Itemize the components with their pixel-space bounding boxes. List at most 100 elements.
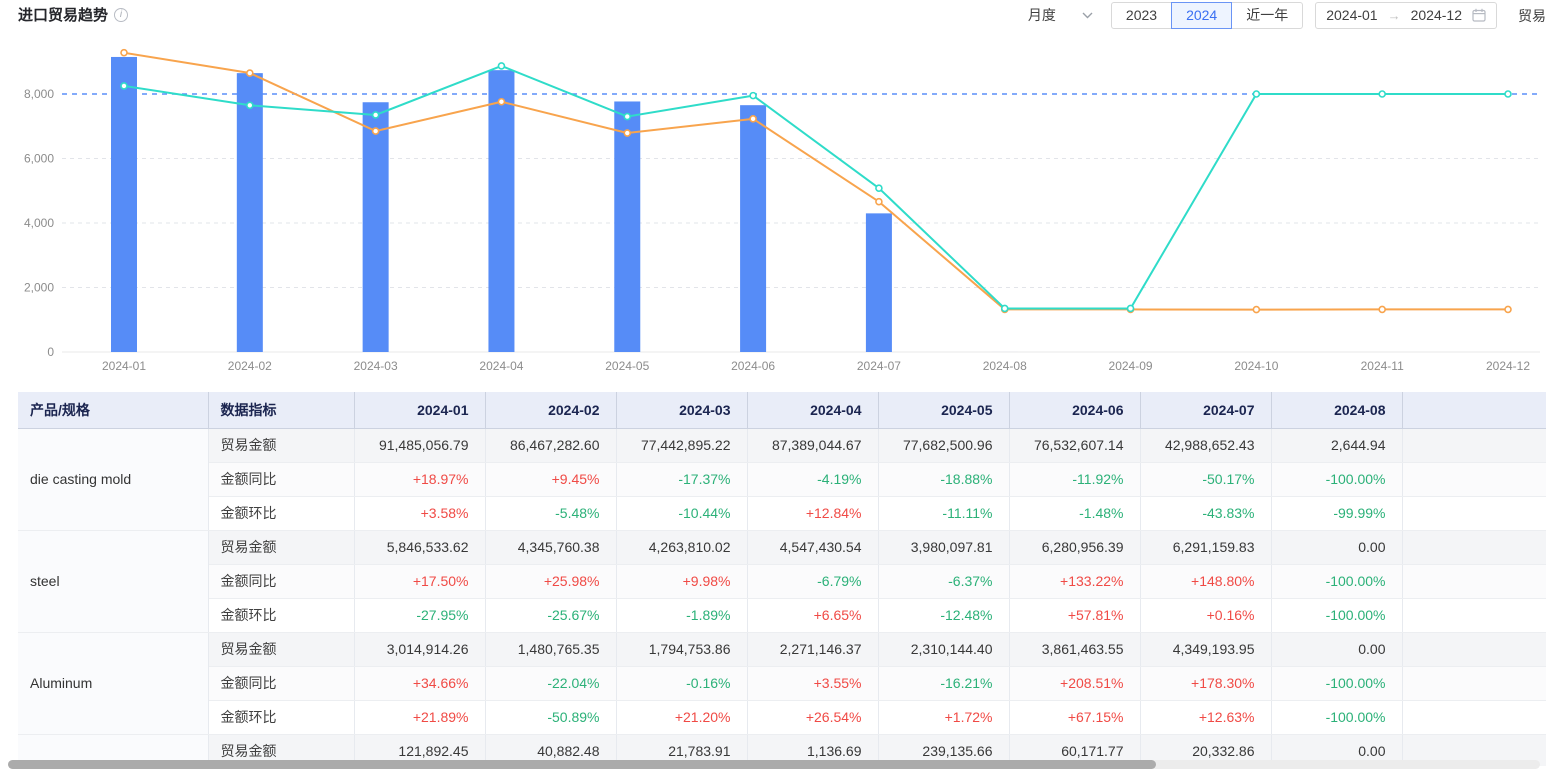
value-cell: -16.21%: [878, 666, 1010, 701]
data-point-marker: [1252, 90, 1261, 98]
col-header-month: 2024-05: [877, 392, 1010, 429]
value-cell: 77,682,500.96: [878, 428, 1010, 463]
value-cell: -1.48%: [1009, 496, 1141, 531]
svg-text:2024-05: 2024-05: [605, 359, 649, 373]
value-cell: -18.88%: [878, 462, 1010, 497]
metric-label-cell: 金额环比: [208, 700, 355, 735]
col-header-month: 2024-03: [615, 392, 748, 429]
value-cell: 4,263,810.02: [616, 530, 748, 565]
metric-label-cell: 贸易金额: [208, 530, 355, 565]
svg-text:2024-11: 2024-11: [1361, 359, 1404, 373]
value-cell: 3,861,463.55: [1009, 632, 1141, 667]
value-cell: 42,988,652.43: [1140, 428, 1272, 463]
value-cell: 0.00: [1271, 530, 1403, 565]
svg-text:2024-07: 2024-07: [857, 359, 901, 373]
value-cell: +3.55%: [747, 666, 879, 701]
value-cell: 86,467,282.60: [485, 428, 617, 463]
date-range-picker[interactable]: 2024-01 → 2024-12: [1315, 1, 1497, 29]
value-cell: 6,280,956.39: [1009, 530, 1141, 565]
value-cell: -50.17%: [1140, 462, 1272, 497]
col-header-product: 产品/规格: [18, 392, 209, 429]
product-name-cell: steel: [18, 530, 209, 633]
value-cell: 6,291,159.83: [1140, 530, 1272, 565]
scrollbar-thumb[interactable]: [8, 760, 1156, 769]
col-header-metric: 数据指标: [207, 392, 355, 429]
svg-text:2,000: 2,000: [24, 281, 54, 295]
svg-text:4,000: 4,000: [24, 216, 54, 230]
value-cell: +57.81%: [1009, 598, 1141, 633]
svg-text:2024-03: 2024-03: [354, 359, 398, 373]
value-cell: 4,345,760.38: [485, 530, 617, 565]
orange-line-series: [120, 48, 1512, 314]
value-cell: 3,014,914.26: [354, 632, 486, 667]
empty-cell: [1402, 496, 1546, 531]
value-cell: -27.95%: [354, 598, 486, 633]
value-cell: -25.67%: [485, 598, 617, 633]
table-row: steel 贸易金额 5,846,533.62 4,345,760.38 4,263,8…: [18, 530, 1546, 633]
info-icon[interactable]: i: [114, 7, 129, 22]
value-cell: +21.20%: [616, 700, 748, 735]
value-cell: -4.19%: [747, 462, 879, 497]
value-cell: -99.99%: [1271, 496, 1403, 531]
metric-label-cell: 金额环比: [208, 598, 355, 633]
value-cell: 3,980,097.81: [878, 530, 1010, 565]
period-select[interactable]: 月度: [1022, 5, 1099, 25]
horizontal-scrollbar[interactable]: [8, 760, 1540, 769]
data-point-marker: [246, 101, 254, 110]
svg-text:2024-01: 2024-01: [102, 359, 146, 373]
value-cell: -50.89%: [485, 700, 617, 735]
value-cell: +133.22%: [1009, 564, 1141, 599]
empty-cell: [1402, 700, 1546, 735]
table-row: 金额环比 +21.89% -50.89% +21.20% +26.54% +1.72% +6…: [18, 700, 1546, 735]
table-row: 金额环比 +3.58% -5.48% -10.44% +12.84% -11.11% -1.…: [18, 496, 1546, 531]
data-point-marker: [120, 48, 128, 57]
header-bar: 进口贸易趋势 i 月度 2023 2024 近一年 2024-01 → 2024…: [0, 0, 1546, 32]
arrow-right-icon: →: [1387, 7, 1401, 23]
data-point-marker: [246, 69, 254, 77]
svg-text:2024-04: 2024-04: [479, 359, 523, 373]
recent-year-button[interactable]: 近一年: [1231, 1, 1304, 29]
date-range-start: 2024-01: [1326, 7, 1378, 23]
value-cell: 0.00: [1271, 632, 1403, 667]
trade-type-label-partial[interactable]: 贸易: [1518, 8, 1546, 24]
value-cell: -100.00%: [1271, 564, 1403, 599]
value-cell: 4,349,193.95: [1140, 632, 1272, 667]
value-cell: +9.45%: [485, 462, 617, 497]
svg-text:0: 0: [47, 345, 54, 359]
col-header-month: 2024-02: [484, 392, 617, 429]
value-cell: -12.48%: [878, 598, 1010, 633]
col-header-month: 2024-06: [1008, 392, 1141, 429]
metric-label-cell: 金额同比: [208, 564, 355, 599]
data-point-marker: [120, 82, 128, 90]
data-point-marker: [875, 184, 883, 192]
data-point-marker: [497, 62, 506, 70]
table-row: Aluminum 贸易金额 3,014,914.26 1,480,765.35 1,79…: [18, 632, 1546, 735]
value-cell: -11.11%: [878, 496, 1010, 531]
teal-line-series: [120, 62, 1512, 313]
value-cell: -11.92%: [1009, 462, 1141, 497]
value-cell: -100.00%: [1271, 598, 1403, 633]
value-cell: -43.83%: [1140, 496, 1272, 531]
period-select-value: 月度: [1027, 7, 1056, 23]
data-point-marker: [1126, 304, 1135, 313]
value-cell: +1.72%: [878, 700, 1010, 735]
empty-cell: [1402, 632, 1546, 667]
empty-cell: [1402, 598, 1546, 633]
data-point-marker: [1378, 305, 1386, 314]
year-2023-button[interactable]: 2023: [1110, 1, 1173, 29]
y-grid: [62, 158, 1540, 353]
empty-cell: [1402, 564, 1546, 599]
data-point-marker: [623, 129, 632, 137]
svg-text:2024-02: 2024-02: [228, 359, 272, 373]
data-point-marker: [623, 112, 632, 121]
data-point-marker: [371, 111, 380, 119]
trade-data-table: 产品/规格 数据指标 2024-01 2024-02 2024-03 2024-04 202…: [18, 392, 1546, 766]
value-cell: +178.30%: [1140, 666, 1272, 701]
x-axis: 2024-01 2024-02 2024-03 2024-04 2024-05 2024-…: [102, 359, 1530, 373]
year-2024-button[interactable]: 2024: [1171, 1, 1233, 29]
data-point-marker: [1378, 90, 1386, 98]
trend-chart[interactable]: 0 2,000 4,000 6,000 8,000 2024-01 2024-02 2024-…: [0, 30, 1546, 390]
value-cell: -17.37%: [616, 462, 748, 497]
empty-cell: [1402, 462, 1546, 497]
